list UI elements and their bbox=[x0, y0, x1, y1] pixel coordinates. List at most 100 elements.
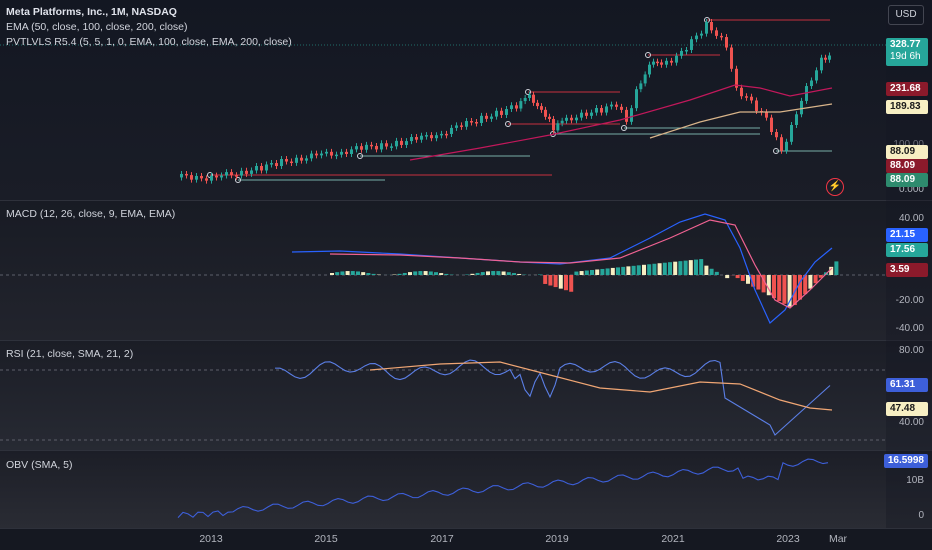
obv-title[interactable]: OBV (SMA, 5) bbox=[6, 459, 73, 471]
macd-histogram-bar bbox=[543, 275, 548, 284]
candle-body bbox=[656, 61, 659, 64]
macd-histogram-bar bbox=[766, 275, 771, 296]
candle-body bbox=[536, 102, 539, 107]
candle-body bbox=[770, 117, 773, 132]
candle-body bbox=[515, 105, 518, 109]
candle-body bbox=[544, 109, 547, 117]
level-tag: 88.09 bbox=[886, 159, 928, 173]
macd-histogram-bar bbox=[605, 268, 610, 275]
pane-separator[interactable] bbox=[0, 450, 932, 451]
macd-histogram-bar bbox=[642, 264, 646, 275]
macd-histogram-bar bbox=[548, 275, 553, 286]
candle-body bbox=[440, 133, 443, 136]
macd-histogram-bar bbox=[616, 267, 620, 275]
macd-histogram-bar bbox=[626, 266, 631, 275]
candle-body bbox=[450, 127, 453, 134]
macd-histogram-bar bbox=[777, 275, 782, 301]
candle-body bbox=[200, 175, 203, 179]
symbol-title[interactable]: Meta Platforms, Inc., 1M, NASDAQ bbox=[6, 6, 177, 18]
candle-body bbox=[270, 163, 273, 165]
time-axis-label: 2019 bbox=[545, 533, 569, 545]
candle-body bbox=[675, 55, 678, 63]
currency-button[interactable]: USD bbox=[888, 5, 924, 25]
last-price-value: 328.77 bbox=[890, 39, 921, 50]
macd-signal-line bbox=[329, 219, 833, 309]
rsi-tag: 61.31 bbox=[886, 378, 928, 392]
macd-histogram-bar bbox=[714, 271, 719, 275]
candle-body bbox=[370, 144, 373, 147]
candle-body bbox=[643, 74, 647, 84]
candle-body bbox=[195, 175, 198, 180]
candle-body bbox=[570, 117, 573, 121]
candle-body bbox=[560, 120, 564, 124]
macd-histogram-bar bbox=[496, 271, 501, 275]
candle-body bbox=[275, 163, 278, 167]
last-price-tag: 328.77 19d 6h bbox=[886, 38, 928, 66]
candle-body bbox=[185, 173, 188, 176]
price-axis-tick: 100.00 bbox=[893, 139, 924, 150]
candle-body bbox=[580, 112, 583, 118]
pane-separator[interactable] bbox=[0, 200, 932, 201]
macd-histogram-bar bbox=[751, 275, 756, 287]
macd-histogram-bar bbox=[662, 262, 667, 275]
candle-body bbox=[410, 137, 413, 142]
candle-body bbox=[780, 137, 783, 151]
candle-body bbox=[700, 33, 703, 36]
candle-body bbox=[670, 60, 673, 63]
candle-body bbox=[300, 157, 303, 161]
price-pane[interactable] bbox=[0, 0, 932, 200]
pivot-marker-icon bbox=[235, 177, 241, 183]
price-axis-tick: 0.000 bbox=[898, 184, 924, 195]
candle-body bbox=[320, 153, 323, 156]
lightning-icon[interactable]: ⚡ bbox=[826, 178, 844, 196]
macd-histogram-bar bbox=[475, 272, 480, 275]
macd-histogram-bar bbox=[558, 275, 563, 289]
macd-histogram-bar bbox=[423, 271, 428, 275]
macd-histogram-bar bbox=[366, 273, 371, 275]
candle-body bbox=[255, 166, 258, 171]
candle-body bbox=[485, 115, 488, 119]
pvt-indicator-title[interactable]: PVTLVLS R5.4 (5, 5, 1, 0, EMA, 100, clos… bbox=[6, 36, 292, 48]
macd-histogram-bar bbox=[772, 275, 776, 299]
candle-body bbox=[740, 87, 743, 97]
candle-body bbox=[190, 175, 193, 180]
candle-body bbox=[775, 131, 778, 138]
candle-body bbox=[635, 89, 638, 109]
time-axis-label: 2013 bbox=[199, 533, 223, 545]
macd-histogram-bar bbox=[610, 267, 615, 275]
time-axis-label: 2023 bbox=[776, 533, 800, 545]
macd-histogram-bar bbox=[792, 275, 797, 306]
obv-pane[interactable] bbox=[0, 451, 932, 528]
macd-histogram-bar bbox=[501, 271, 506, 275]
candle-body bbox=[330, 151, 333, 156]
candle-body bbox=[595, 108, 598, 113]
ema-tag: 189.83 bbox=[886, 100, 928, 114]
candle-body bbox=[575, 117, 578, 121]
candle-body bbox=[380, 143, 383, 150]
pivot-marker-icon bbox=[645, 52, 651, 58]
ema-indicator-title[interactable]: EMA (50, close, 100, close, 200, close) bbox=[6, 21, 188, 33]
rsi-title[interactable]: RSI (21, close, SMA, 21, 2) bbox=[6, 348, 134, 360]
candle-body bbox=[755, 100, 758, 111]
candle-body bbox=[715, 30, 718, 36]
time-axis-label: 2017 bbox=[430, 533, 454, 545]
macd-title[interactable]: MACD (12, 26, close, 9, EMA, EMA) bbox=[6, 208, 176, 220]
macd-histogram-bar bbox=[402, 272, 407, 275]
candle-body bbox=[805, 86, 808, 101]
candle-body bbox=[305, 158, 308, 161]
candle-body bbox=[400, 140, 403, 145]
macd-histogram-bar bbox=[803, 275, 808, 295]
time-axis-separator bbox=[0, 528, 932, 529]
macd-histogram-bar bbox=[564, 275, 568, 291]
pane-separator[interactable] bbox=[0, 340, 932, 341]
rsi-pane[interactable] bbox=[0, 341, 932, 450]
macd-histogram-bar bbox=[678, 261, 683, 275]
candle-body bbox=[250, 170, 253, 174]
time-axis-label: 2021 bbox=[661, 533, 685, 545]
candle-body bbox=[540, 106, 543, 110]
candle-body bbox=[420, 135, 423, 140]
pivot-marker-icon bbox=[505, 121, 511, 127]
candle-body bbox=[532, 94, 535, 103]
candle-body bbox=[365, 144, 368, 150]
